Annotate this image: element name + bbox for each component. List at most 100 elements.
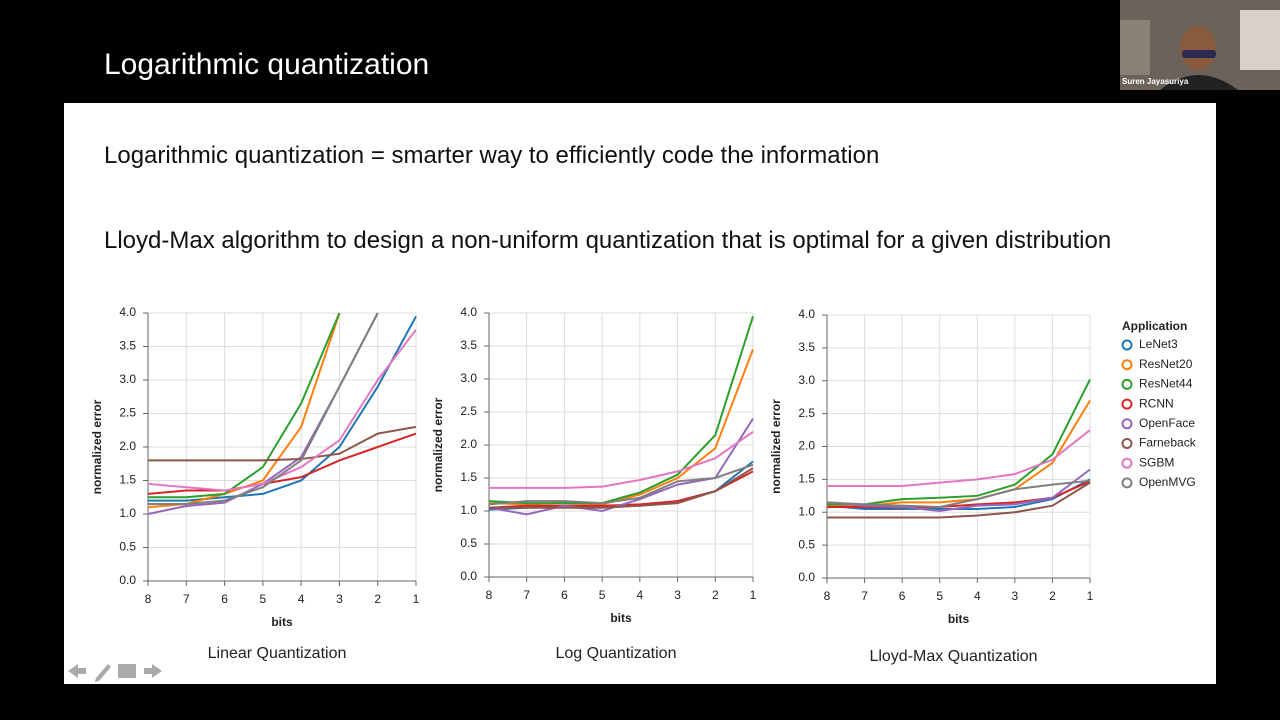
legend-swatch bbox=[1121, 477, 1133, 489]
y-tick-label: 0.0 bbox=[119, 573, 136, 587]
y-tick-label: 3.5 bbox=[798, 340, 815, 354]
y-tick-label: 2.0 bbox=[460, 437, 477, 451]
series-line bbox=[489, 430, 754, 489]
x-tick-label: 4 bbox=[637, 588, 644, 602]
series-line bbox=[148, 315, 417, 502]
legend-label: LeNet3 bbox=[1139, 337, 1178, 351]
x-axis-label: bits bbox=[948, 612, 970, 626]
bullet: Logarithmic quantization = smarter way t… bbox=[104, 142, 880, 169]
legend-swatch bbox=[1121, 457, 1133, 469]
slide-title: Logarithmic quantization bbox=[104, 48, 430, 81]
x-axis-label: bits bbox=[610, 611, 632, 625]
x-tick-label: 1 bbox=[413, 592, 420, 606]
x-tick-label: 2 bbox=[1049, 589, 1056, 603]
series-line bbox=[489, 467, 754, 509]
y-tick-label: 3.5 bbox=[460, 338, 477, 352]
y-tick-label: 2.0 bbox=[119, 439, 136, 453]
webcam-video bbox=[1120, 0, 1280, 90]
legend-label: OpenFace bbox=[1139, 416, 1195, 430]
y-tick-label: 0.0 bbox=[460, 569, 477, 583]
legend-swatch bbox=[1121, 359, 1133, 371]
chart-caption: Lloyd-Max Quantization bbox=[869, 648, 1037, 665]
prev-button[interactable] bbox=[68, 664, 86, 678]
plot bbox=[826, 378, 1091, 519]
series-line bbox=[148, 425, 417, 462]
y-tick-label: 1.0 bbox=[119, 506, 136, 520]
y-axis-label: normalized error bbox=[431, 397, 445, 492]
x-tick-label: 8 bbox=[824, 589, 831, 603]
x-tick-label: 7 bbox=[523, 588, 530, 602]
y-axis-label: normalized error bbox=[90, 399, 104, 494]
legend-swatch bbox=[1121, 339, 1133, 351]
x-tick-label: 8 bbox=[486, 588, 493, 602]
y-tick-label: 0.0 bbox=[798, 570, 815, 584]
x-tick-label: 5 bbox=[260, 592, 267, 606]
y-axis-label: normalized error bbox=[769, 399, 783, 494]
menu-button[interactable] bbox=[118, 664, 136, 678]
series-line bbox=[148, 312, 341, 499]
x-tick-label: 3 bbox=[1012, 589, 1019, 603]
x-tick-label: 6 bbox=[221, 592, 228, 606]
legend-swatch bbox=[1121, 438, 1133, 449]
y-tick-label: 4.0 bbox=[460, 305, 477, 319]
slide-nav[interactable] bbox=[68, 664, 162, 682]
x-tick-label: 2 bbox=[712, 588, 719, 602]
series-line bbox=[147, 312, 341, 509]
series-line bbox=[827, 399, 1091, 507]
y-tick-label: 2.5 bbox=[798, 406, 815, 420]
x-tick-label: 4 bbox=[298, 592, 305, 606]
y-tick-label: 1.5 bbox=[119, 473, 136, 487]
series-line bbox=[488, 315, 754, 505]
bullet: Lloyd-Max algorithm to design a non-unif… bbox=[104, 227, 1112, 254]
x-tick-label: 7 bbox=[183, 592, 190, 606]
x-tick-label: 1 bbox=[750, 588, 757, 602]
y-tick-label: 2.0 bbox=[798, 439, 815, 453]
y-tick-label: 3.0 bbox=[798, 373, 815, 387]
y-tick-label: 1.5 bbox=[798, 472, 815, 486]
legend-swatch bbox=[1121, 378, 1133, 390]
legend-swatch bbox=[1121, 398, 1133, 410]
x-tick-label: 3 bbox=[336, 592, 343, 606]
legend-label: SGBM bbox=[1139, 455, 1174, 469]
x-tick-label: 2 bbox=[374, 592, 381, 606]
y-tick-label: 1.5 bbox=[460, 470, 477, 484]
x-tick-label: 1 bbox=[1087, 589, 1094, 603]
legend-label: OpenMVG bbox=[1139, 475, 1196, 489]
y-tick-label: 1.0 bbox=[798, 504, 815, 518]
series-line bbox=[147, 329, 417, 492]
y-tick-label: 0.5 bbox=[119, 540, 136, 554]
series-line bbox=[827, 481, 1091, 519]
x-tick-label: 5 bbox=[936, 589, 943, 603]
series-line bbox=[826, 479, 1091, 508]
chart-caption: Linear Quantization bbox=[208, 645, 347, 662]
x-tick-label: 7 bbox=[861, 589, 868, 603]
legend-label: Farneback bbox=[1139, 436, 1197, 450]
next-button[interactable] bbox=[144, 664, 162, 678]
y-tick-label: 3.5 bbox=[119, 339, 136, 353]
chart-caption: Log Quantization bbox=[556, 645, 677, 662]
legend-label: ResNet20 bbox=[1139, 357, 1193, 371]
x-tick-label: 4 bbox=[974, 589, 981, 603]
series-line bbox=[488, 463, 754, 506]
y-tick-label: 0.5 bbox=[460, 536, 477, 550]
legend-title: Application bbox=[1122, 319, 1187, 333]
series-line bbox=[826, 468, 1091, 512]
y-tick-label: 4.0 bbox=[119, 305, 136, 319]
y-tick-label: 1.0 bbox=[460, 503, 477, 517]
series-line bbox=[827, 429, 1091, 487]
x-tick-label: 8 bbox=[145, 592, 152, 606]
x-axis-label: bits bbox=[271, 615, 293, 629]
y-tick-label: 2.5 bbox=[460, 404, 477, 418]
pen-button[interactable] bbox=[95, 664, 111, 682]
x-tick-label: 3 bbox=[674, 588, 681, 602]
legend-label: RCNN bbox=[1139, 396, 1174, 410]
participant-name: Suren Jayasuriya bbox=[1122, 77, 1189, 86]
series-line bbox=[488, 348, 754, 506]
y-tick-label: 0.5 bbox=[798, 537, 815, 551]
plot bbox=[147, 312, 417, 515]
y-tick-label: 4.0 bbox=[798, 307, 815, 321]
legend-label: ResNet44 bbox=[1139, 377, 1193, 391]
x-tick-label: 5 bbox=[599, 588, 606, 602]
legend-swatch bbox=[1121, 418, 1133, 430]
